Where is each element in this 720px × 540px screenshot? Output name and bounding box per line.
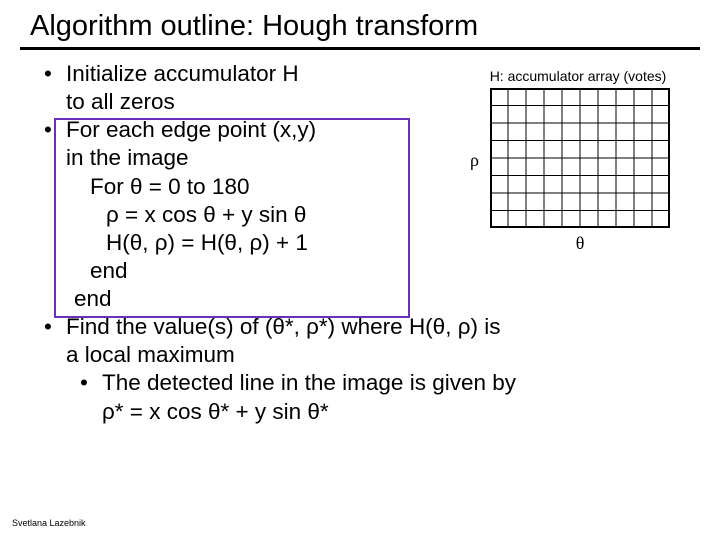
bullet-text: Find the value(s) of (θ*, ρ*) where H(θ,…	[66, 313, 690, 341]
bullet-item: end	[30, 257, 690, 285]
grid-container: ρ θ	[490, 88, 670, 233]
bullet-marker: •	[66, 369, 102, 397]
accumulator-grid-icon	[490, 88, 670, 228]
slide-title: Algorithm outline: Hough transform	[30, 10, 690, 43]
bullet-text: a local maximum	[66, 341, 690, 369]
bullet-text: ρ* = x cos θ* + y sin θ*	[102, 398, 690, 426]
bullet-text: The detected line in the image is given …	[102, 369, 690, 397]
sub-bullet-item: ρ* = x cos θ* + y sin θ*	[30, 398, 690, 426]
bullet-text: end	[66, 285, 690, 313]
diagram-title: H: accumulator array (votes)	[466, 68, 690, 84]
accumulator-diagram: H: accumulator array (votes) ρ θ	[466, 68, 690, 233]
rho-axis-label: ρ	[470, 150, 479, 171]
theta-axis-label: θ	[490, 233, 670, 254]
bullet-marker: •	[30, 60, 66, 88]
title-underline	[20, 47, 700, 50]
bullet-item: a local maximum	[30, 341, 690, 369]
bullet-item: end	[30, 285, 690, 313]
bullet-marker: •	[30, 313, 66, 341]
footer-credit: Svetlana Lazebnik	[12, 518, 86, 528]
bullet-text: end	[66, 257, 690, 285]
bullet-marker: •	[30, 116, 66, 144]
bullet-item: • Find the value(s) of (θ*, ρ*) where H(…	[30, 313, 690, 341]
slide: Algorithm outline: Hough transform • Ini…	[0, 0, 720, 540]
sub-bullet-item: • The detected line in the image is give…	[30, 369, 690, 397]
